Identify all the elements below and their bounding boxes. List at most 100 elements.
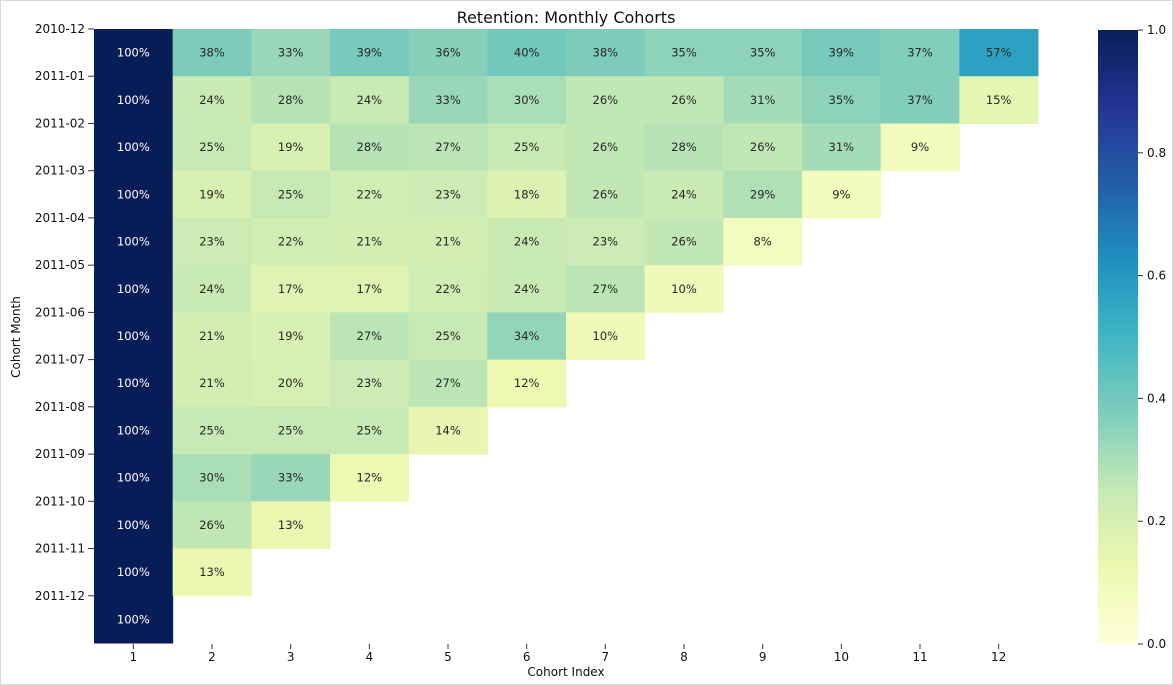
heatmap-cell [802, 76, 882, 124]
heatmap-cell [330, 170, 410, 219]
x-tick-label: 6 [523, 650, 531, 664]
heatmap-cell [644, 170, 724, 219]
heatmap-cell [172, 29, 252, 77]
y-tick-label: 2011-03 [35, 164, 85, 178]
cell-value-label: 10% [671, 282, 697, 296]
heatmap-cell [644, 123, 724, 172]
heatmap-cell [566, 76, 646, 124]
x-tick-label: 9 [759, 650, 767, 664]
x-tick-label: 8 [680, 650, 688, 664]
heatmap-cell [880, 29, 960, 77]
heatmap-cell [330, 359, 410, 408]
y-axis-label: Cohort Month [9, 296, 23, 378]
heatmap-cell [172, 312, 252, 361]
heatmap-cell [723, 29, 803, 77]
heatmap-cell [487, 217, 567, 266]
x-tick-label: 1 [130, 650, 138, 664]
heatmap-cell [487, 359, 567, 408]
cell-value-label: 100% [117, 612, 150, 626]
heatmap-cell [330, 76, 410, 124]
heatmap-cell [408, 312, 488, 361]
cell-value-label: 30% [199, 471, 225, 485]
heatmap-cell [408, 170, 488, 219]
heatmap-cell [802, 123, 882, 172]
heatmap-cell [251, 76, 331, 124]
cell-value-label: 25% [199, 423, 225, 437]
cell-value-label: 100% [117, 518, 150, 532]
heatmap-cell [251, 170, 331, 219]
y-tick-label: 2011-05 [35, 258, 85, 272]
x-tick-label: 3 [287, 650, 295, 664]
heatmap-cell [566, 123, 646, 172]
heatmap-cell [94, 123, 174, 172]
cell-value-label: 25% [278, 187, 304, 201]
cell-value-label: 25% [278, 423, 304, 437]
cell-value-label: 24% [199, 93, 225, 107]
heatmap-cells [94, 29, 1039, 644]
x-tick-label: 11 [912, 650, 927, 664]
cell-value-label: 14% [435, 423, 461, 437]
x-tick-label: 5 [444, 650, 452, 664]
cell-value-label: 10% [593, 329, 619, 343]
heatmap-cell [880, 123, 960, 172]
cell-value-label: 24% [357, 93, 383, 107]
cell-value-label: 40% [514, 46, 540, 60]
cell-value-label: 100% [117, 235, 150, 249]
cell-value-label: 39% [829, 46, 855, 60]
y-tick-label: 2011-10 [35, 494, 85, 508]
heatmap-cell [487, 123, 567, 172]
cell-value-label: 28% [671, 140, 697, 154]
heatmap-cell [172, 359, 252, 408]
heatmap-cell [330, 406, 410, 455]
y-tick-label: 2011-02 [35, 116, 85, 130]
cell-value-label: 27% [435, 376, 461, 390]
cell-value-label: 23% [593, 235, 619, 249]
heatmap-cell [94, 406, 174, 455]
cell-value-label: 21% [357, 235, 383, 249]
x-axis-label: Cohort Index [527, 665, 604, 679]
y-tick-label: 2011-04 [35, 211, 85, 225]
cell-value-label: 17% [278, 282, 304, 296]
cell-value-label: 19% [199, 187, 225, 201]
heatmap-cell [408, 265, 488, 313]
cell-value-label: 20% [278, 376, 304, 390]
cell-value-label: 15% [986, 93, 1012, 107]
heatmap-cell [408, 406, 488, 455]
cell-value-label: 26% [750, 140, 776, 154]
cell-value-label: 28% [278, 93, 304, 107]
heatmap-cell [172, 76, 252, 124]
heatmap-cell [330, 265, 410, 313]
colorbar-tick-label: 0.8 [1147, 146, 1166, 160]
heatmap-cell [959, 29, 1039, 77]
cell-value-label: 30% [514, 93, 540, 107]
heatmap-cell [251, 406, 331, 455]
cell-value-label: 22% [278, 235, 304, 249]
cell-value-label: 34% [514, 329, 540, 343]
cell-value-label: 35% [750, 46, 776, 60]
cell-value-label: 17% [357, 282, 383, 296]
cell-value-label: 100% [117, 423, 150, 437]
cell-value-label: 8% [754, 235, 772, 249]
cell-value-label: 100% [117, 565, 150, 579]
cell-value-label: 18% [514, 187, 540, 201]
cell-value-label: 35% [671, 46, 697, 60]
cell-value-label: 19% [278, 329, 304, 343]
cell-value-label: 25% [435, 329, 461, 343]
heatmap-cell [251, 217, 331, 266]
cell-value-label: 26% [671, 93, 697, 107]
heatmap-cell [172, 170, 252, 219]
cell-value-label: 21% [199, 329, 225, 343]
cell-value-label: 24% [514, 235, 540, 249]
heatmap-cell [723, 76, 803, 124]
cell-value-label: 38% [593, 46, 619, 60]
heatmap-cell [172, 548, 252, 597]
colorbar-tick-label: 0.6 [1147, 269, 1166, 283]
heatmap-cell [330, 123, 410, 172]
cell-value-label: 23% [357, 376, 383, 390]
cell-value-label: 21% [435, 235, 461, 249]
heatmap-cell [172, 265, 252, 313]
cell-value-label: 25% [357, 423, 383, 437]
heatmap-cell [644, 29, 724, 77]
cell-value-label: 22% [435, 282, 461, 296]
